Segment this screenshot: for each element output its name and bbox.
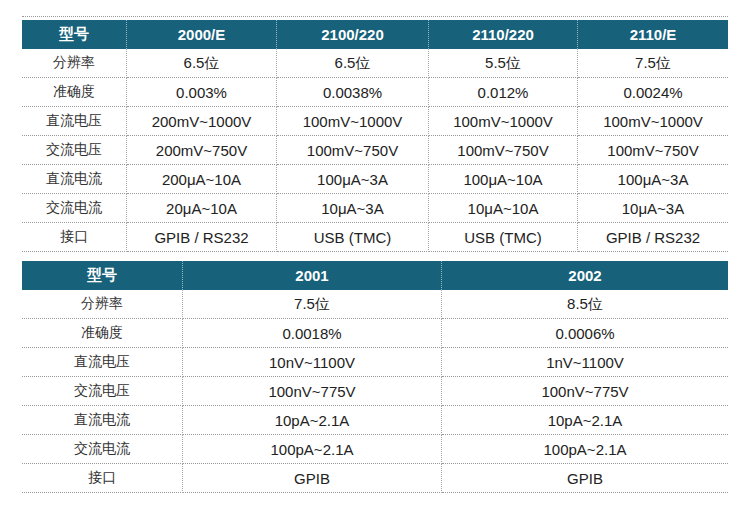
table-cell: 0.0038% <box>277 78 429 107</box>
table-cell: USB (TMC) <box>277 223 429 252</box>
table-cell: 100nV~775V <box>442 377 728 406</box>
header-cell-2002: 2002 <box>442 261 728 290</box>
table-cell: 0.003% <box>127 78 277 107</box>
row-label: 分辨率 <box>22 49 127 78</box>
table-cell: 10nV~1100V <box>183 348 442 377</box>
table-cell: 100pA~2.1A <box>183 435 442 464</box>
table-cell: GPIB <box>183 464 442 493</box>
row-label: 接口 <box>22 223 127 252</box>
table-cell: 10μA~3A <box>578 194 728 223</box>
table-cell: 100mV~750V <box>429 136 578 165</box>
table-cell: 0.0018% <box>183 319 442 348</box>
table-row-accuracy: 准确度 0.0018% 0.0006% <box>22 319 728 348</box>
row-label: 直流电流 <box>22 165 127 194</box>
row-label: 接口 <box>22 464 183 493</box>
row-label: 交流电压 <box>22 377 183 406</box>
table-row-ac-voltage: 交流电压 100nV~775V 100nV~775V <box>22 377 728 406</box>
table-cell: 6.5位 <box>277 49 429 78</box>
header-cell-2110-220: 2110/220 <box>429 20 578 49</box>
table-cell: 100mV~1000V <box>578 107 728 136</box>
table-row-ac-current: 交流电流 20μA~10A 10μA~3A 10μA~10A 10μA~3A <box>22 194 728 223</box>
row-label: 准确度 <box>22 319 183 348</box>
row-label: 交流电压 <box>22 136 127 165</box>
table-cell: 200mV~1000V <box>127 107 277 136</box>
table-cell: 10pA~2.1A <box>183 406 442 435</box>
header-cell-model: 型号 <box>22 20 127 49</box>
table-cell: 7.5位 <box>183 290 442 319</box>
table-cell: 0.012% <box>429 78 578 107</box>
table-cell: GPIB / RS232 <box>578 223 728 252</box>
header-cell-2100-220: 2100/220 <box>277 20 429 49</box>
table-cell: 200mV~750V <box>127 136 277 165</box>
table-cell: 10μA~3A <box>277 194 429 223</box>
row-label: 交流电流 <box>22 194 127 223</box>
table-row-dc-current: 直流电流 200μA~10A 100μA~3A 100μA~10A 100μA~… <box>22 165 728 194</box>
table-row-dc-voltage: 直流电压 200mV~1000V 100mV~1000V 100mV~1000V… <box>22 107 728 136</box>
table-cell: 10μA~10A <box>429 194 578 223</box>
table-row-resolution: 分辨率 6.5位 6.5位 5.5位 7.5位 <box>22 49 728 78</box>
table-row-ac-voltage: 交流电压 200mV~750V 100mV~750V 100mV~750V 10… <box>22 136 728 165</box>
row-label: 准确度 <box>22 78 127 107</box>
spec-table-2-wrap: 型号 2001 2002 分辨率 7.5位 8.5位 准确度 0.0018% 0… <box>22 261 728 493</box>
table-cell: GPIB <box>442 464 728 493</box>
table-row-interface: 接口 GPIB GPIB <box>22 464 728 493</box>
row-label: 直流电流 <box>22 406 183 435</box>
table-cell: GPIB / RS232 <box>127 223 277 252</box>
table-row-resolution: 分辨率 7.5位 8.5位 <box>22 290 728 319</box>
header-cell-2001: 2001 <box>183 261 442 290</box>
header-cell-2110e: 2110/E <box>578 20 728 49</box>
header-row: 型号 2000/E 2100/220 2110/220 2110/E <box>22 20 728 49</box>
table-cell: 20μA~10A <box>127 194 277 223</box>
table-cell: 6.5位 <box>127 49 277 78</box>
table-cell: 100mV~750V <box>277 136 429 165</box>
table-cell: 1nV~1100V <box>442 348 728 377</box>
spec-table-2001-2002: 型号 2001 2002 分辨率 7.5位 8.5位 准确度 0.0018% 0… <box>22 261 728 493</box>
spec-table-1-wrap: 型号 2000/E 2100/220 2110/220 2110/E 分辨率 6… <box>22 16 728 252</box>
table-cell: 100mV~750V <box>578 136 728 165</box>
table-row-accuracy: 准确度 0.003% 0.0038% 0.012% 0.0024% <box>22 78 728 107</box>
spec-table-2000-series: 型号 2000/E 2100/220 2110/220 2110/E 分辨率 6… <box>22 20 728 252</box>
table-cell: 8.5位 <box>442 290 728 319</box>
table-cell: 0.0024% <box>578 78 728 107</box>
table-cell: 100mV~1000V <box>429 107 578 136</box>
table-row-ac-current: 交流电流 100pA~2.1A 100pA~2.1A <box>22 435 728 464</box>
table-cell: USB (TMC) <box>429 223 578 252</box>
row-label: 直流电压 <box>22 348 183 377</box>
table-row-dc-current: 直流电流 10pA~2.1A 10pA~2.1A <box>22 406 728 435</box>
header-cell-2000e: 2000/E <box>127 20 277 49</box>
table-cell: 100pA~2.1A <box>442 435 728 464</box>
table-cell: 100μA~3A <box>578 165 728 194</box>
table-cell: 100nV~775V <box>183 377 442 406</box>
header-cell-model: 型号 <box>22 261 183 290</box>
table-row-dc-voltage: 直流电压 10nV~1100V 1nV~1100V <box>22 348 728 377</box>
table-cell: 7.5位 <box>578 49 728 78</box>
table-row-interface: 接口 GPIB / RS232 USB (TMC) USB (TMC) GPIB… <box>22 223 728 252</box>
row-label: 交流电流 <box>22 435 183 464</box>
table-cell: 10pA~2.1A <box>442 406 728 435</box>
table-cell: 100mV~1000V <box>277 107 429 136</box>
header-row: 型号 2001 2002 <box>22 261 728 290</box>
dmm-spec-comparison-page: 型号 2000/E 2100/220 2110/220 2110/E 分辨率 6… <box>0 0 728 493</box>
table-cell: 5.5位 <box>429 49 578 78</box>
row-label: 直流电压 <box>22 107 127 136</box>
row-label: 分辨率 <box>22 290 183 319</box>
table-cell: 100μA~10A <box>429 165 578 194</box>
table-cell: 0.0006% <box>442 319 728 348</box>
table-cell: 100μA~3A <box>277 165 429 194</box>
table-cell: 200μA~10A <box>127 165 277 194</box>
